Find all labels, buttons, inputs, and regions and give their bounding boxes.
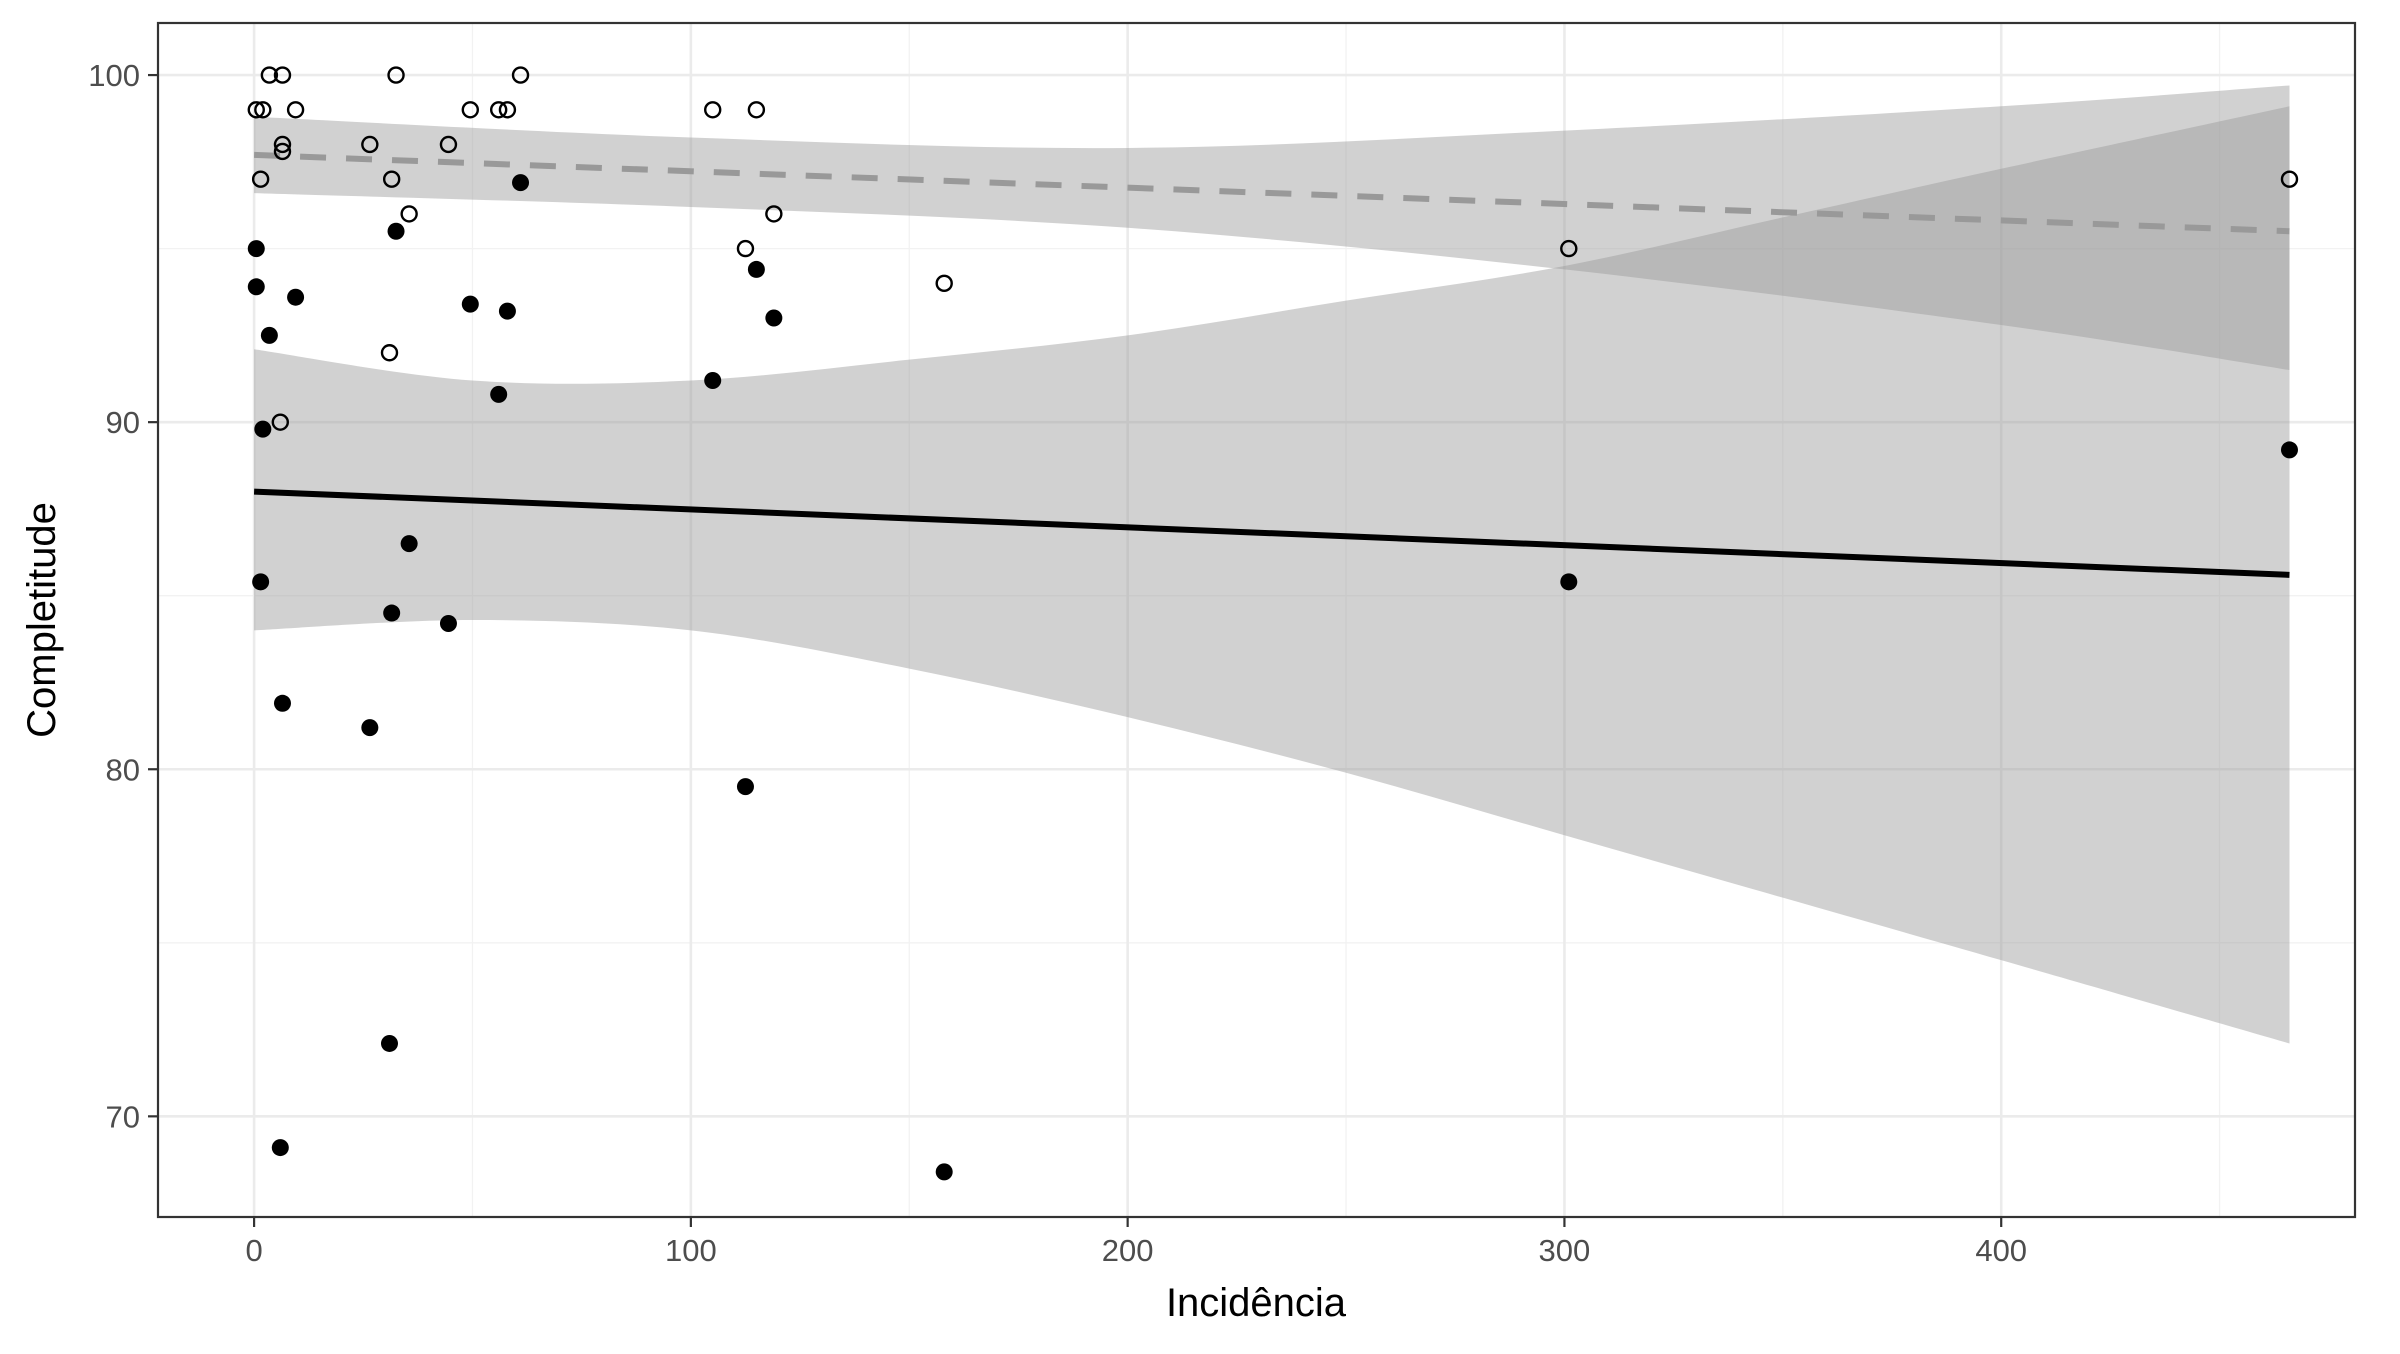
filled-data-point xyxy=(271,1139,289,1157)
x-tick-label: 0 xyxy=(245,1233,262,1268)
x-tick-label: 100 xyxy=(665,1233,717,1268)
open-data-point xyxy=(251,170,270,188)
open-data-point xyxy=(2280,170,2299,188)
open-data-point xyxy=(273,66,292,84)
open-data-point xyxy=(382,170,401,188)
filled-data-point xyxy=(747,260,765,278)
open-data-point xyxy=(254,101,272,119)
open-data-point xyxy=(461,101,479,119)
filled-data-point xyxy=(2280,441,2298,459)
filled-data-point xyxy=(260,326,278,344)
y-axis-title: Completitude xyxy=(20,502,64,738)
open-data-point xyxy=(361,135,379,154)
open-data-point xyxy=(247,101,265,119)
filled-data-point xyxy=(273,694,291,712)
x-axis-title: Incidência xyxy=(1166,1281,1347,1325)
x-tick-label: 200 xyxy=(1102,1233,1154,1268)
open-data-point xyxy=(511,66,530,84)
filled-data-point xyxy=(512,174,530,192)
panel-border xyxy=(156,21,2357,1219)
open-data-point xyxy=(286,101,305,119)
filled-data-point xyxy=(765,309,783,327)
open-data-point xyxy=(935,274,953,293)
confidence-band-1 xyxy=(254,106,2290,1044)
open-data-point xyxy=(1560,239,1578,258)
filled-data-point xyxy=(490,385,508,403)
x-tick-label: 400 xyxy=(1975,1233,2027,1268)
open-data-point xyxy=(489,101,508,119)
filled-data-point xyxy=(498,302,516,320)
filled-data-point xyxy=(439,614,457,632)
open-data-point xyxy=(260,66,279,84)
dashed-fit-line xyxy=(253,151,2290,235)
filled-data-point xyxy=(1560,573,1578,591)
filled-data-point xyxy=(383,604,401,622)
open-data-point xyxy=(387,66,405,84)
filled-data-point xyxy=(380,1034,398,1052)
filled-data-point xyxy=(935,1163,953,1181)
y-tick-label: 90 xyxy=(106,405,140,440)
open-data-point xyxy=(736,239,755,258)
filled-data-point xyxy=(247,240,265,258)
y-tick-label: 100 xyxy=(88,58,140,93)
confidence-band-2 xyxy=(254,85,2290,371)
filled-data-point xyxy=(252,573,270,591)
y-tick-label: 70 xyxy=(106,1099,140,1134)
filled-data-point xyxy=(736,778,754,796)
confidence-bands xyxy=(254,85,2290,1044)
open-data-point xyxy=(380,344,399,362)
filled-data-point xyxy=(247,278,265,296)
filled-data-point xyxy=(361,719,379,737)
data-points xyxy=(247,66,2299,1181)
open-data-point xyxy=(747,101,766,119)
open-data-point xyxy=(498,101,517,119)
filled-data-point xyxy=(287,288,305,306)
grid-layer xyxy=(158,23,2355,1217)
filled-data-point xyxy=(400,535,418,553)
fit-lines xyxy=(253,151,2290,578)
filled-data-point xyxy=(254,420,272,438)
solid-fit-line xyxy=(253,488,2290,578)
open-data-point xyxy=(273,142,292,161)
filled-data-point xyxy=(704,372,722,390)
axes: 0 100 200 300 400 70 80 90 100 xyxy=(88,58,2027,1268)
open-data-point xyxy=(704,101,722,119)
open-data-point xyxy=(271,413,289,431)
filled-data-point xyxy=(387,222,405,240)
filled-data-point xyxy=(461,295,479,313)
open-data-point xyxy=(400,205,418,223)
open-data-point xyxy=(273,135,292,154)
y-tick-label: 80 xyxy=(106,752,140,787)
x-tick-label: 300 xyxy=(1539,1233,1591,1268)
open-data-point xyxy=(439,135,458,154)
open-data-point xyxy=(765,205,783,223)
